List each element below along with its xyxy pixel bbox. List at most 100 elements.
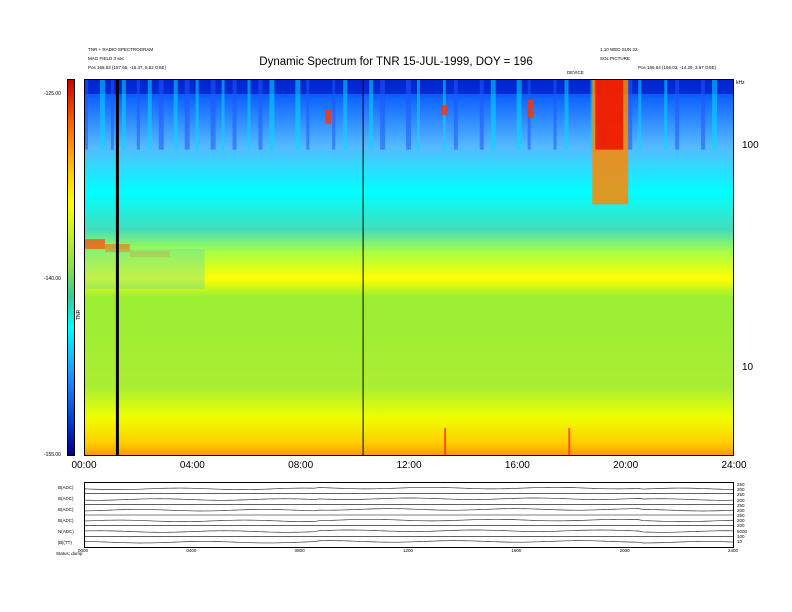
y-unit-label: kHz (736, 80, 745, 86)
x-tick-label: 20:00 (613, 460, 639, 471)
lower-row-trace (85, 518, 733, 522)
lower-row-trace (85, 497, 733, 501)
colorbar-label: TNR (76, 309, 82, 320)
lower-right-tick: 250 (737, 492, 745, 498)
header-right-line-3: Pos 165.64 (165.03, -14.29, 3.67 GSE) (638, 65, 717, 70)
lower-time-series-panel (84, 482, 734, 548)
lower-right-tick: 200 (737, 518, 745, 524)
colorbar-tick-top: -125.00 (44, 91, 61, 97)
burst-stripe (564, 80, 569, 150)
small-burst (527, 99, 534, 118)
lower-row-trace (85, 529, 733, 533)
lower-row-label: B(ADC) (58, 517, 74, 523)
lower-right-tick: 200 (737, 487, 745, 493)
spectrogram-heatmap (84, 79, 734, 456)
lower-x-tick: 1600 (511, 548, 522, 553)
header-right-line-1: 1.10 WED SUN 22 (600, 47, 638, 52)
lower-right-tick: 100 (737, 533, 745, 539)
burst-stripe (638, 80, 642, 150)
lower-row-label: |B|(TT) (58, 539, 72, 545)
lower-right-tick: 250 (737, 502, 745, 508)
lower-row-label: B(ADC) (58, 495, 74, 501)
burst-stripe (147, 80, 152, 150)
burst-stripe (269, 80, 275, 150)
lower-row-label: N(ADC) (58, 528, 74, 534)
lower-row-trace (85, 540, 733, 544)
x-tick-label: 00:00 (71, 460, 97, 471)
lower-right-tick: 10 (737, 538, 743, 544)
burst-stripe (136, 80, 140, 150)
y-tick-label: 10 (742, 361, 754, 373)
burst-stripe (121, 80, 126, 150)
lower-right-tick: 200 (737, 497, 745, 503)
burst-stripe (332, 80, 336, 150)
x-tick-label: 24:00 (721, 460, 747, 471)
colorbar-tick-mid: -140.00 (44, 276, 61, 282)
burst-stripe (158, 80, 164, 150)
lower-right-tick: 250 (737, 482, 745, 487)
burst-stripe (627, 80, 633, 150)
lower-x-tick: 2000 (619, 548, 630, 553)
burst-stripe (380, 80, 386, 150)
emission-ridge (85, 239, 105, 250)
burst-stripe (210, 80, 216, 150)
x-tick-label: 04:00 (179, 460, 205, 471)
burst-stripe (173, 80, 178, 150)
lower-row-label: B(ADC) (58, 506, 74, 512)
small-burst (441, 104, 448, 115)
low-spike (568, 428, 571, 455)
lower-right-tick: 250 (737, 513, 745, 518)
burst-stripe (295, 80, 301, 150)
device-marker-label: DEVICE (567, 70, 584, 75)
burst-stripe (343, 80, 348, 150)
burst-stripe (712, 80, 718, 150)
lower-right-tick: 200 (737, 507, 745, 513)
header-left-line-3: Pos 168.53 (157.65, -15.37, 5.52 GSE) (88, 65, 167, 70)
burst-stripe (306, 80, 310, 150)
burst-stripe (110, 80, 114, 150)
burst-stripe (701, 80, 706, 150)
burst-stripe (516, 80, 522, 150)
emission-ridge (129, 251, 170, 258)
lower-right-tick: 5000 (737, 528, 748, 534)
burst-stripe (221, 80, 225, 150)
lower-x-tick: 0000 (78, 548, 89, 553)
burst-stripe (369, 80, 374, 150)
lower-x-tick: 1200 (403, 548, 414, 553)
lower-row-label: B(ADC) (58, 484, 74, 490)
lower-x-tick: 0800 (294, 548, 305, 553)
x-tick-label: 16:00 (504, 460, 530, 471)
footer-status: Status: dump (56, 551, 83, 556)
chart-title: Dynamic Spectrum for TNR 15-JUL-1999, DO… (259, 56, 533, 68)
x-tick-label: 12:00 (396, 460, 422, 471)
colorbar-tick-bottom: -155.00 (44, 452, 61, 458)
small-burst (325, 109, 332, 124)
colorbar (67, 79, 75, 456)
burst-stripe (247, 80, 251, 150)
burst-stripe (490, 80, 496, 150)
cool-region (85, 249, 205, 289)
burst-stripe (479, 80, 484, 150)
lower-right-tick: 200 (737, 523, 745, 529)
burst-stripe (232, 80, 237, 150)
burst-stripe (406, 80, 411, 150)
burst-stripe (184, 80, 190, 150)
radio-burst-core (595, 80, 624, 150)
burst-stripe (85, 80, 88, 150)
lower-x-tick: 0400 (186, 548, 197, 553)
lower-x-tick: 2400 (728, 548, 739, 553)
burst-stripe (453, 80, 458, 150)
burst-stripe (416, 80, 420, 150)
low-spike (444, 428, 447, 455)
lower-row-trace (85, 486, 733, 490)
x-tick-label: 08:00 (288, 460, 314, 471)
burst-stripe (99, 80, 105, 150)
burst-stripe (258, 80, 263, 150)
y-tick-label: 100 (742, 139, 759, 151)
burst-stripe (664, 80, 668, 150)
header-left-line-1: TNR + RADIO SPECTROGRAM (88, 47, 154, 52)
burst-stripe (195, 80, 199, 150)
lower-row-trace (85, 508, 733, 512)
header-left-line-2: MAG FIELD 3 sec (88, 56, 125, 61)
burst-stripe (675, 80, 680, 150)
